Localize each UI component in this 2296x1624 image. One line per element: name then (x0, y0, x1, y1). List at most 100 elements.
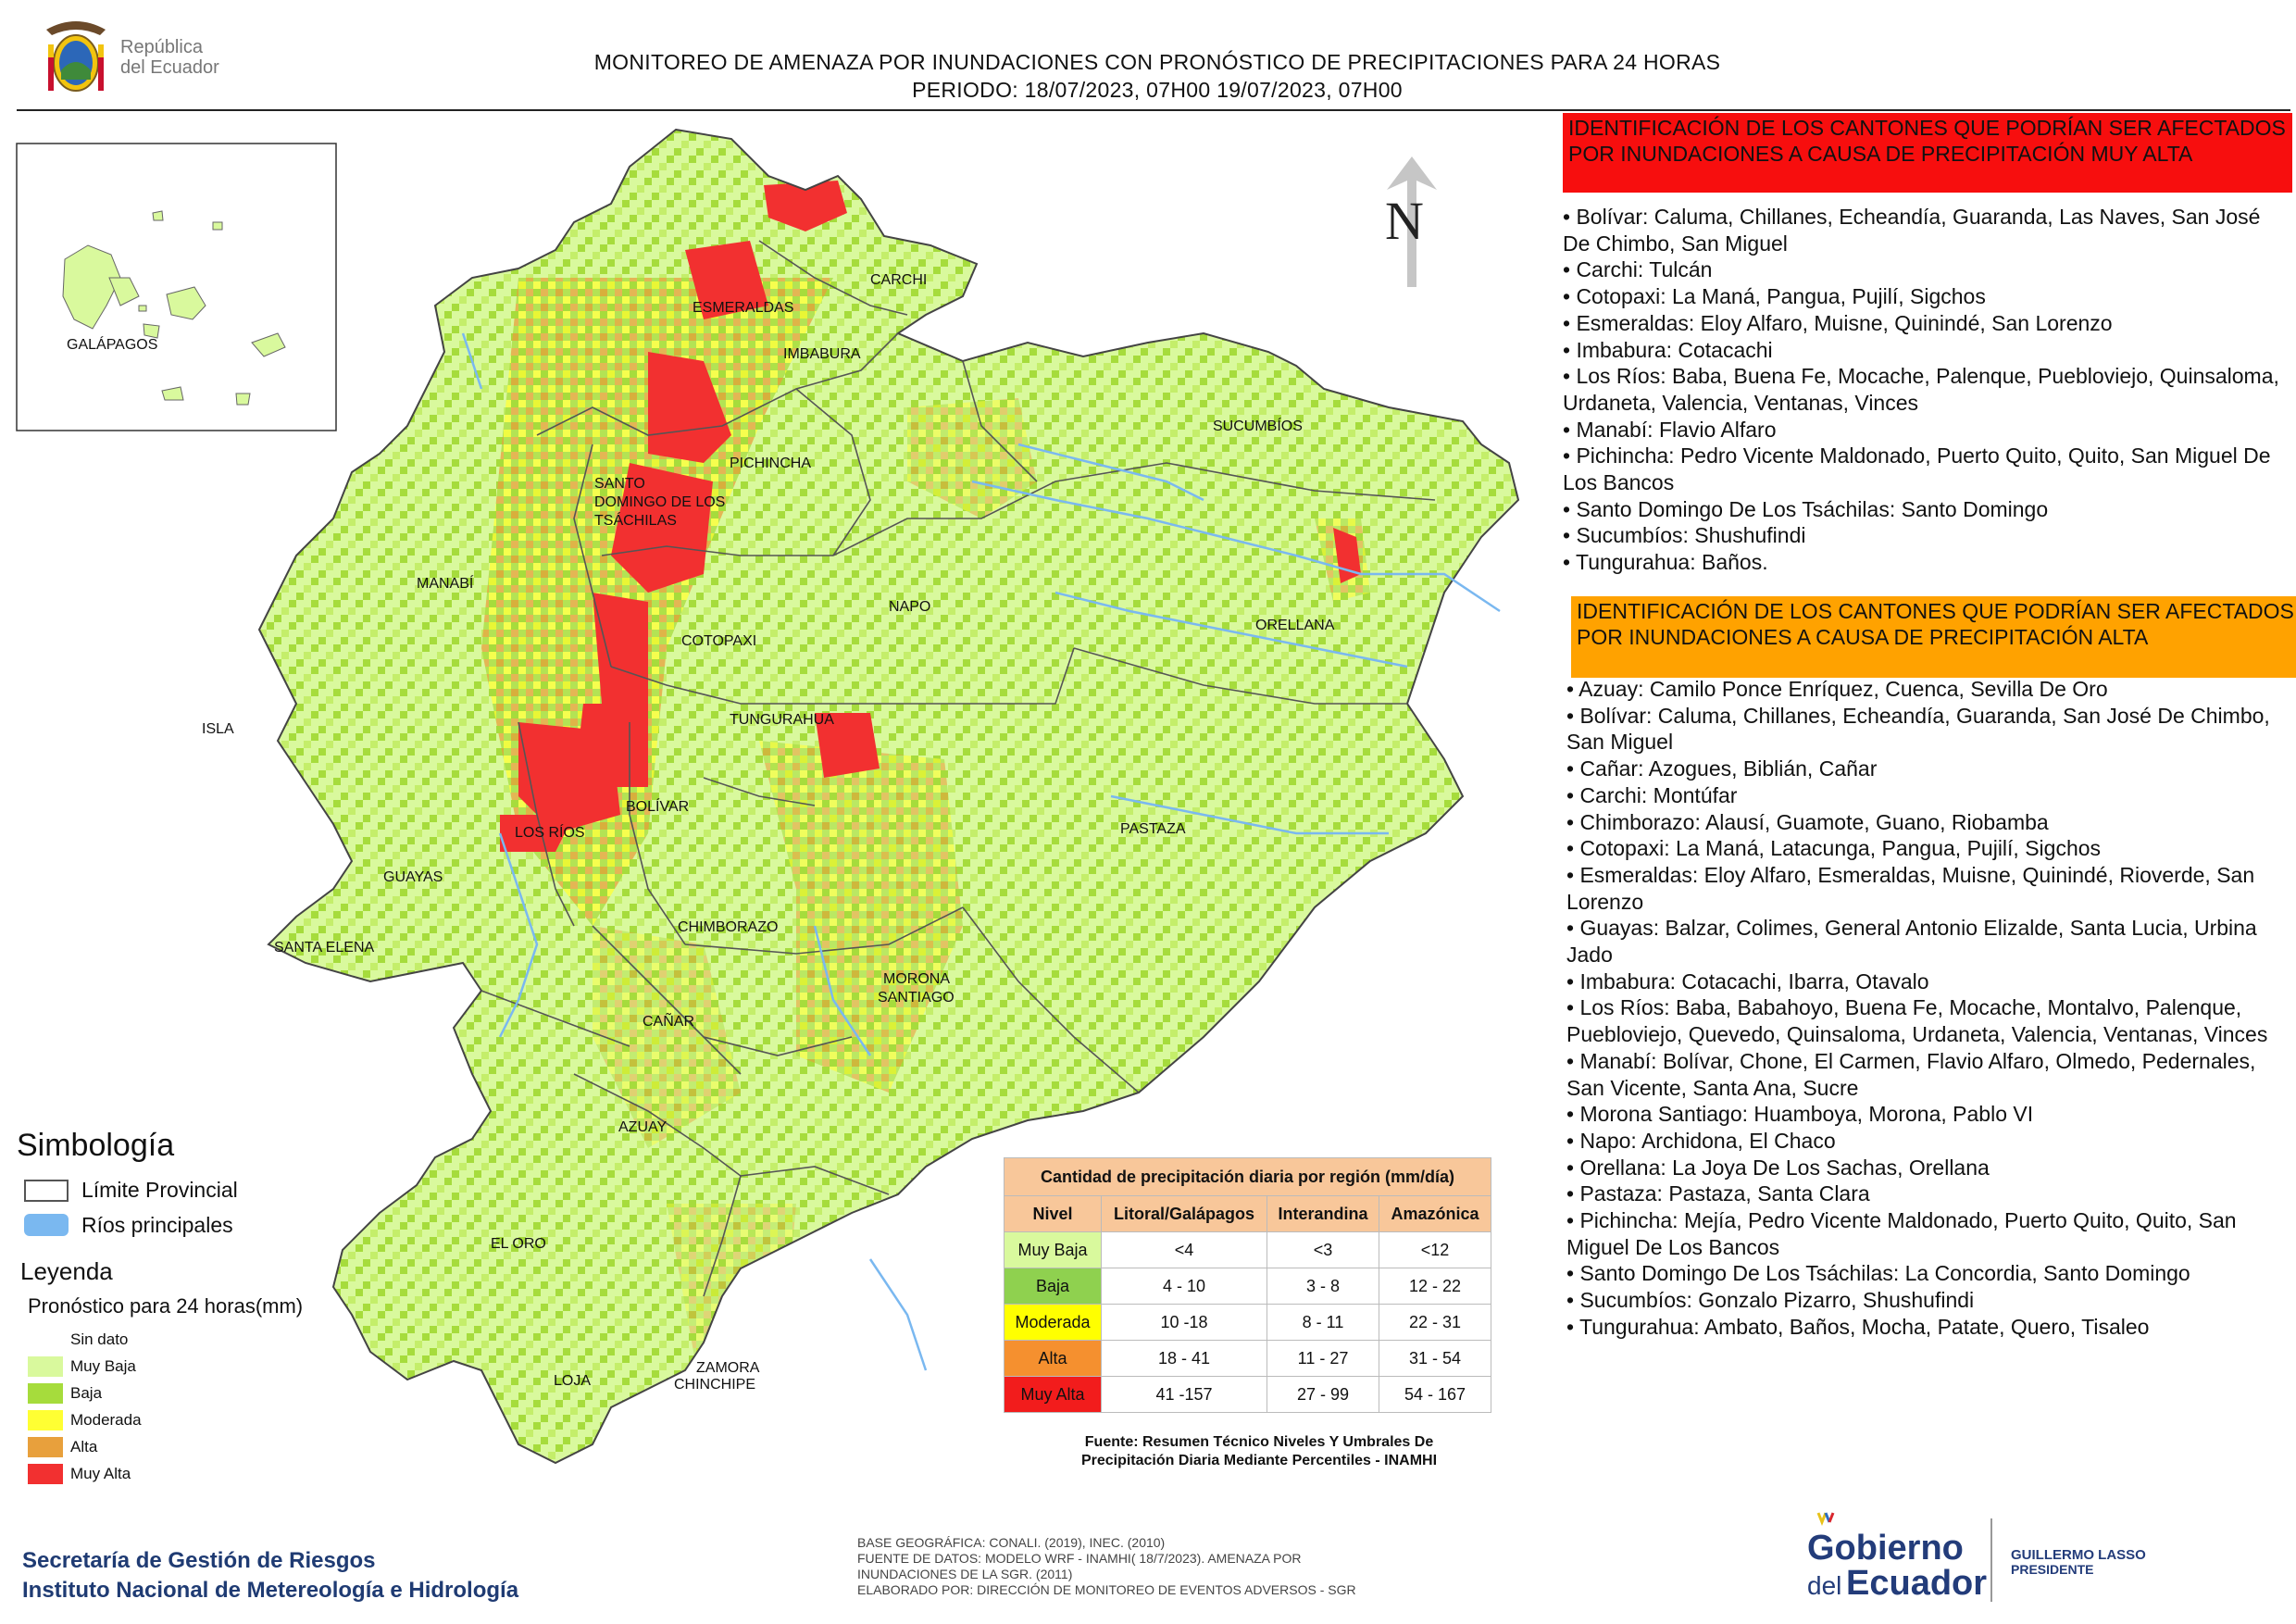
list-item: • Esmeraldas: Eloy Alfaro, Esmeraldas, M… (1566, 862, 2255, 914)
label-los-rios: LOS RÍOS (515, 823, 585, 841)
table-cell: Moderada (1004, 1304, 1102, 1341)
legend-label: Alta (70, 1438, 98, 1455)
list-item: • Los Ríos: Baba, Babahoyo, Buena Fe, Mo… (1566, 995, 2268, 1047)
label-carchi: CARCHI (870, 272, 927, 288)
table-cell: 18 - 41 (1101, 1340, 1267, 1377)
table-cell: Baja (1004, 1268, 1102, 1305)
north-arrow: N (1379, 153, 1444, 292)
label-morona-2: SANTIAGO (878, 990, 955, 1006)
table-cell: 3 - 8 (1267, 1268, 1379, 1305)
list-item: • Santo Domingo De Los Tsáchilas: Santo … (1563, 496, 2049, 521)
rivers (461, 332, 1501, 1371)
label-canar: CAÑAR (643, 1011, 694, 1030)
list-item: • Bolívar: Caluma, Chillanes, Echeandía,… (1566, 703, 2270, 755)
legend-label: Sin dato (70, 1330, 129, 1348)
president-title: PRESIDENTE (2011, 1562, 2093, 1577)
list-item: • Pichincha: Pedro Vicente Maldonado, Pu… (1563, 443, 2271, 495)
label-el-oro: EL ORO (491, 1236, 546, 1252)
credit-line: ELABORADO POR: DIRECCIÓN DE MONITOREO DE… (857, 1582, 1356, 1597)
list-item: • Cañar: Azogues, Biblián, Cañar (1566, 756, 1878, 781)
list-item: • Manabí: Flavio Alfaro (1563, 417, 1777, 442)
label-guayas: GUAYAS (383, 869, 443, 885)
label-santo-domingo-1: SANTO (594, 476, 645, 492)
list-item: • Bolívar: Caluma, Chillanes, Echeandía,… (1563, 205, 2261, 256)
table-cell: 31 - 54 (1379, 1340, 1491, 1377)
label-zamora-1: ZAMORA (696, 1360, 760, 1376)
label-esmeraldas: ESMERALDAS (693, 300, 793, 316)
table-header: Amazónica (1379, 1195, 1491, 1232)
muy-alta-list: • Bolívar: Caluma, Chillanes, Echeandía,… (1563, 204, 2285, 576)
table-cell: 11 - 27 (1267, 1340, 1379, 1377)
credit-line: BASE GEOGRÁFICA: CONALI. (2019), INEC. (… (857, 1535, 1166, 1550)
label-sucumbios: SUCUMBÍOS (1213, 417, 1303, 434)
label-santo-domingo-2: DOMINGO DE LOS (594, 494, 725, 510)
precipitation-table: Cantidad de precipitación diaria por reg… (1004, 1157, 1491, 1413)
gob-text-2: del (1807, 1571, 1841, 1600)
legend-label: Muy Baja (70, 1357, 136, 1375)
label-pichincha: PICHINCHA (730, 456, 811, 471)
table-row: Muy Baja <4 <3 <12 (1004, 1231, 1491, 1268)
legend-label: Moderada (70, 1411, 142, 1429)
label-manabi: MANABÍ (417, 574, 474, 592)
table-cell: 41 -157 (1101, 1376, 1267, 1413)
legend-swatch-baja (28, 1383, 63, 1404)
table-row: Moderada 10 -18 8 - 11 22 - 31 (1004, 1304, 1491, 1341)
alta-list: • Azuay: Camilo Ponce Enríquez, Cuenca, … (1566, 676, 2289, 1341)
table-cell: Alta (1004, 1340, 1102, 1377)
table-cell: 8 - 11 (1267, 1304, 1379, 1341)
galapagos-islands (62, 210, 286, 406)
list-item: • Pichincha: Mejía, Pedro Vicente Maldon… (1566, 1208, 2237, 1259)
list-item: • Imbabura: Cotacachi (1563, 337, 1773, 362)
label-santa-elena: SANTA ELENA (274, 940, 375, 956)
list-item: • Chimborazo: Alausí, Guamote, Guano, Ri… (1566, 809, 2049, 834)
rivers-swatch (24, 1214, 69, 1236)
credit-line: INUNDACIONES DE LA SGR. (2011) (857, 1567, 1073, 1581)
legend-swatch-alta (28, 1437, 63, 1457)
galapagos-label: GALÁPAGOS (67, 335, 157, 353)
label-morona-1: MORONA (883, 971, 950, 987)
table-row: Baja 4 - 10 3 - 8 12 - 22 (1004, 1268, 1491, 1305)
table-cell: <12 (1379, 1231, 1491, 1268)
page-title: MONITOREO DE AMENAZA POR INUNDACIONES CO… (278, 48, 2037, 104)
gob-text-1: Gobierno (1807, 1529, 1964, 1568)
label-chimborazo: CHIMBORAZO (678, 919, 778, 935)
table-cell: 10 -18 (1101, 1304, 1267, 1341)
legend-swatch-sin-dato (28, 1330, 63, 1350)
rivers-label: Ríos principales (81, 1213, 233, 1237)
logo-text-1: República (120, 37, 203, 57)
list-item: • Manabí: Bolívar, Chone, El Carmen, Fla… (1566, 1048, 2256, 1100)
label-cotopaxi: COTOPAXI (681, 633, 756, 649)
table-cell: <3 (1267, 1231, 1379, 1268)
table-header: Litoral/Galápagos (1101, 1195, 1267, 1232)
source-line-1: Fuente: Resumen Técnico Niveles Y Umbral… (1084, 1434, 1434, 1450)
list-item: • Carchi: Montúfar (1566, 782, 1738, 807)
list-item: • Morona Santiago: Huamboya, Morona, Pab… (1566, 1102, 2034, 1127)
list-item: • Sucumbíos: Gonzalo Pizarro, Shushufind… (1566, 1288, 1975, 1313)
label-imbabura: IMBABURA (783, 346, 861, 362)
table-title: Cantidad de precipitación diaria por reg… (1004, 1157, 1491, 1196)
north-label: N (1385, 191, 1424, 251)
label-isla: ISLA (202, 721, 234, 737)
table-row: Muy Alta 41 -157 27 - 99 54 - 167 (1004, 1376, 1491, 1413)
list-item: • Santo Domingo De Los Tsáchilas: La Con… (1566, 1261, 2190, 1286)
legend-label: Baja (70, 1384, 103, 1402)
list-item: • Sucumbíos: Shushufindi (1563, 523, 1806, 548)
table-cell: <4 (1101, 1231, 1267, 1268)
label-orellana: ORELLANA (1255, 618, 1335, 633)
table-header: Nivel (1004, 1195, 1102, 1232)
list-item: • Tungurahua: Baños. (1563, 550, 1768, 575)
list-item: • Esmeraldas: Eloy Alfaro, Muisne, Quini… (1563, 310, 2113, 335)
list-item: • Cotopaxi: La Maná, Pangua, Pujilí, Sig… (1563, 284, 1986, 309)
table-cell: Muy Baja (1004, 1231, 1102, 1268)
province-limit-swatch (24, 1180, 69, 1202)
label-napo: NAPO (889, 599, 930, 615)
label-loja: LOJA (554, 1373, 591, 1389)
table-cell: 27 - 99 (1267, 1376, 1379, 1413)
alta-header: IDENTIFICACIÓN DE LOS CANTONES QUE PODRÍ… (1571, 596, 2296, 678)
list-item: • Cotopaxi: La Maná, Latacunga, Pangua, … (1566, 836, 2102, 861)
table-cell: Muy Alta (1004, 1376, 1102, 1413)
list-item: • Guayas: Balzar, Colimes, General Anton… (1566, 916, 2257, 968)
president-name: GUILLERMO LASSO (2011, 1547, 2146, 1563)
table-cell: 22 - 31 (1379, 1304, 1491, 1341)
label-tungurahua: TUNGURAHUA (730, 712, 834, 728)
